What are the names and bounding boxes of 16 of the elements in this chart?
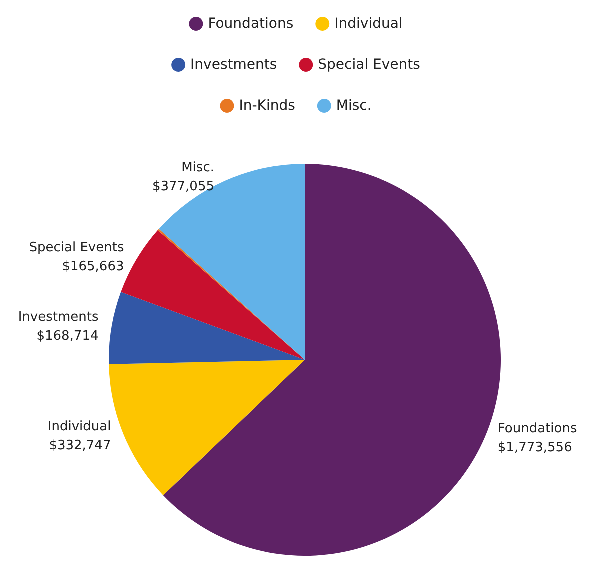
data-label: $168,714 bbox=[36, 329, 99, 344]
legend-label: Special Events bbox=[318, 57, 420, 73]
legend-label: Misc. bbox=[336, 98, 372, 114]
legend-label: Foundations bbox=[208, 16, 294, 32]
slice-label: Investments bbox=[18, 310, 99, 326]
slice-label: Special Events bbox=[29, 240, 124, 256]
legend-label: In-Kinds bbox=[239, 98, 296, 114]
data-label: $165,663 bbox=[62, 260, 124, 275]
slice-label: Foundations bbox=[498, 422, 578, 437]
legend-label: Individual bbox=[334, 16, 403, 32]
slice-label: Misc. bbox=[182, 160, 214, 176]
data-label: $1,773,556 bbox=[498, 440, 572, 456]
legend-label: Investments bbox=[190, 57, 278, 73]
data-label: $377,055 bbox=[152, 179, 214, 194]
slice-label: Individual bbox=[48, 420, 112, 435]
data-label: $332,747 bbox=[49, 438, 112, 454]
